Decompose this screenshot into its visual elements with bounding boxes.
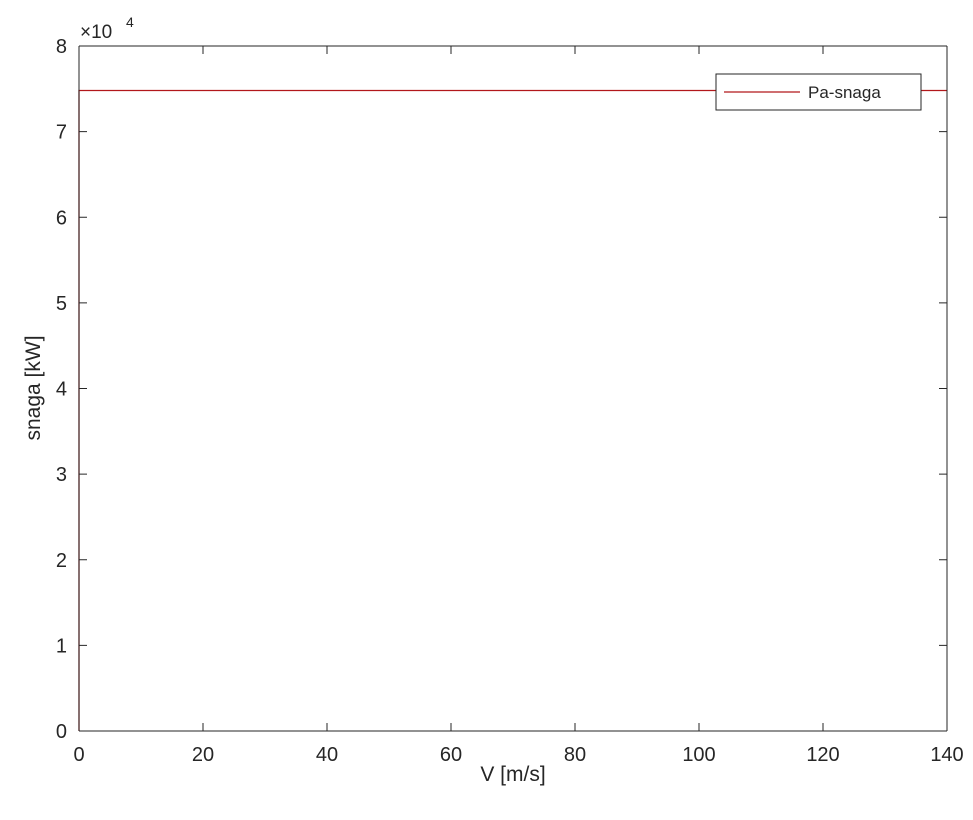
y-axis-label: snaga [kW] — [22, 335, 45, 440]
x-axis-label: V [m/s] — [480, 763, 545, 786]
y-tick-label: 0 — [56, 721, 67, 743]
x-tick-label: 100 — [682, 744, 715, 766]
x-tick-label: 140 — [930, 744, 963, 766]
x-tick-label: 40 — [316, 744, 338, 766]
legend: Pa-snaga — [715, 73, 922, 111]
x-tick-label: 120 — [806, 744, 839, 766]
legend-entry-label: Pa-snaga — [808, 83, 881, 102]
y-tick-label: 6 — [56, 207, 67, 229]
y-exponent-label: ×10 4 — [80, 14, 134, 43]
y-tick-label: 7 — [56, 122, 67, 144]
y-tick-label: 5 — [56, 293, 67, 315]
y-tick-label: 4 — [56, 379, 67, 401]
y-tick-label: 2 — [56, 550, 67, 572]
y-exponent-power: 4 — [126, 14, 134, 30]
plot-area — [79, 46, 947, 731]
y-tick-label: 3 — [56, 464, 67, 486]
x-tick-label: 20 — [192, 744, 214, 766]
x-tick-label: 60 — [440, 744, 462, 766]
ticks-layer: 0 20 40 60 80 100 120 140 0 1 2 3 4 5 6 7 8 — [56, 36, 964, 766]
y-tick-label: 1 — [56, 635, 67, 657]
x-tick-label: 0 — [73, 744, 84, 766]
x-tick-label: 80 — [564, 744, 586, 766]
y-tick-label: 8 — [56, 36, 67, 58]
y-exponent-base: ×10 — [80, 22, 112, 43]
